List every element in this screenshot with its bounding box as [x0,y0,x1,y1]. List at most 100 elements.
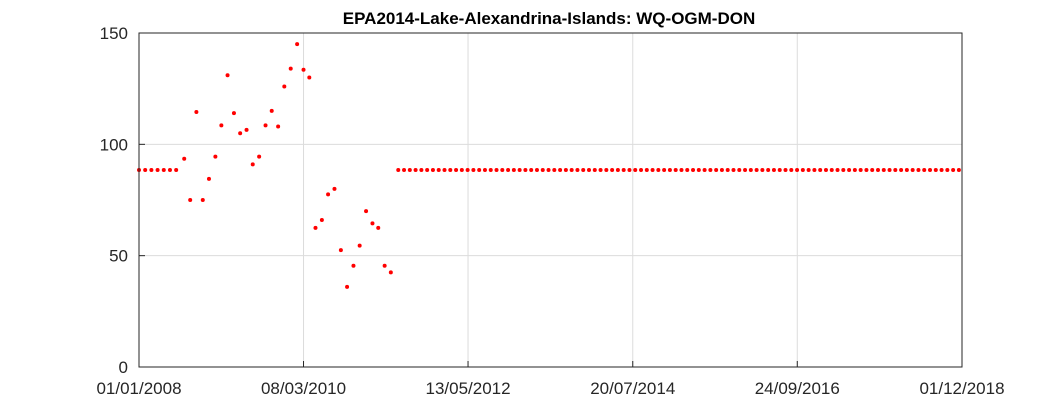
data-point [847,167,852,172]
data-point [213,154,218,159]
data-point [465,167,470,172]
data-point [288,66,293,71]
x-tick-label: 20/07/2014 [590,379,675,398]
data-point [200,198,205,202]
data-point [639,167,644,172]
data-point [540,167,545,172]
data-point [795,167,800,172]
data-point [691,167,696,172]
data-point [679,167,684,172]
data-point [477,167,482,172]
data-point [621,167,626,172]
data-point [419,167,424,172]
data-point [587,167,591,172]
data-point [771,167,776,172]
data-point [604,167,609,172]
data-point [702,167,707,172]
data-point [575,167,580,172]
data-point [219,123,224,128]
data-point [789,167,794,172]
data-point [552,167,557,172]
data-point [835,167,840,172]
data-point [188,198,193,202]
data-point [615,167,620,172]
data-point [194,110,199,115]
data-point [471,167,476,172]
data-point [357,243,362,248]
data-point [783,167,788,172]
data-point [558,167,563,172]
data-point [459,167,464,172]
data-point [442,167,447,172]
data-point [388,270,393,275]
data-point [598,167,603,172]
x-tick-label: 24/09/2016 [755,379,840,398]
data-point [743,167,748,172]
x-tick-label: 01/12/2018 [919,379,1004,398]
data-point [581,167,586,172]
data-point [887,167,892,172]
data-point [725,167,730,172]
data-point [719,167,724,172]
y-axis-ticks: 0 50 100 150 [100,24,145,377]
data-point [667,167,672,172]
data-point [633,167,638,172]
data-point [627,167,632,172]
data-point [206,176,211,181]
data-point [332,186,337,191]
data-point [610,167,615,172]
data-point [662,167,667,172]
data-point [313,225,318,230]
y-tick-label: 0 [119,358,128,377]
data-point [436,167,441,172]
data-point [494,167,499,172]
data-point [644,167,649,172]
data-point [257,154,262,159]
data-point [402,167,407,172]
data-point [307,75,312,80]
data-point [708,167,713,172]
data-point [511,167,516,172]
data-point [161,167,166,172]
data-point [829,167,834,172]
data-point [517,167,522,172]
data-point [319,218,324,223]
data-point [276,124,281,129]
data-point [777,167,782,172]
data-point [523,167,528,172]
x-axis-ticks: 01/01/2008 08/03/2010 13/05/2012 20/07/2014… [96,361,1005,398]
data-point [737,167,742,172]
data-point [149,167,154,172]
data-point [933,167,938,172]
data-point [748,167,753,172]
data-point [155,167,160,172]
data-point [167,167,172,172]
data-point [569,167,574,172]
data-point [482,167,487,172]
data-points [137,42,961,289]
data-point [338,248,343,253]
data-point [563,167,568,172]
data-point [916,167,921,172]
data-point [731,167,736,172]
data-point [841,167,846,172]
data-point [823,167,828,172]
chart-title: EPA2014-Lake-Alexandrina-Islands: WQ-OGM… [343,9,756,28]
data-point [650,167,655,172]
data-point [231,111,236,116]
plot-frame [138,32,963,368]
x-tick-label: 13/05/2012 [425,379,510,398]
y-tick-label: 50 [109,247,128,266]
data-point [760,167,765,172]
data-point [592,167,597,172]
data-point [225,73,230,78]
data-point [766,167,771,172]
data-point [939,167,944,172]
data-point [864,167,869,172]
data-point [656,167,661,172]
data-point [951,167,956,172]
data-point [182,156,187,161]
data-point [870,167,875,172]
data-point [448,167,453,172]
